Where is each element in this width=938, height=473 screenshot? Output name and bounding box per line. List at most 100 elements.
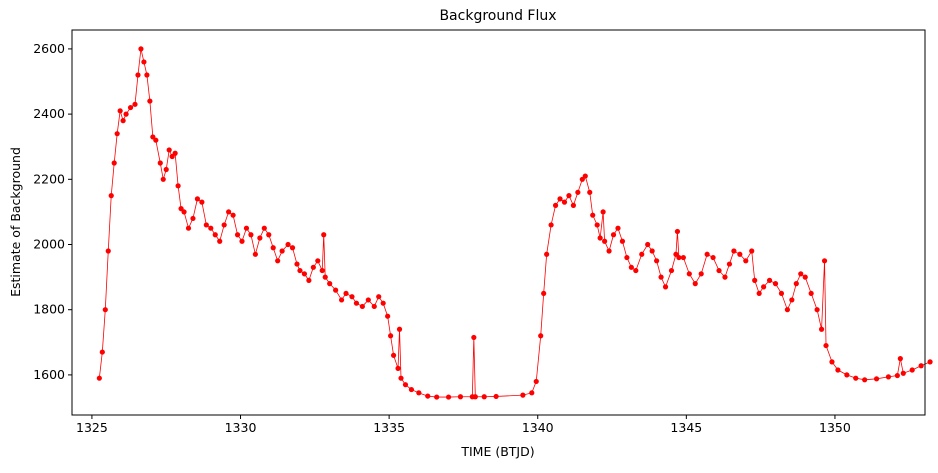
point <box>166 147 172 153</box>
point <box>597 235 603 241</box>
point <box>676 254 682 261</box>
point <box>533 378 539 385</box>
point <box>398 375 404 381</box>
point <box>123 111 129 117</box>
point <box>692 281 698 287</box>
point <box>628 264 634 270</box>
point <box>144 72 150 78</box>
point <box>96 375 102 381</box>
point <box>633 267 639 274</box>
point <box>365 297 371 303</box>
point <box>371 303 377 310</box>
point <box>645 241 651 248</box>
point <box>132 101 138 107</box>
point <box>602 238 608 244</box>
point <box>561 199 568 205</box>
y-tick-label: 2200 <box>33 171 65 186</box>
point <box>353 300 360 306</box>
y-tick-label: 1600 <box>33 367 65 382</box>
point <box>590 212 596 218</box>
point <box>310 264 316 270</box>
point <box>349 294 355 300</box>
point <box>600 209 606 215</box>
point <box>434 394 440 400</box>
point <box>221 222 227 228</box>
point <box>141 59 147 65</box>
x-axis-label: TIME (BTJD) <box>460 444 534 459</box>
point <box>802 274 808 280</box>
point <box>239 238 245 244</box>
point <box>927 359 933 365</box>
point <box>722 274 728 280</box>
point <box>731 248 737 254</box>
point <box>157 160 163 166</box>
point <box>752 277 758 283</box>
point <box>654 258 660 264</box>
point <box>541 290 547 297</box>
point <box>127 104 134 111</box>
point <box>686 271 692 277</box>
point <box>190 215 196 222</box>
point <box>327 281 333 287</box>
x-tick-label: 1325 <box>76 420 108 435</box>
chart-title: Background Flux <box>439 8 556 24</box>
point <box>894 372 900 379</box>
point <box>395 365 401 371</box>
point <box>704 251 710 257</box>
point <box>873 376 880 382</box>
point <box>217 238 223 244</box>
point <box>552 202 559 208</box>
point <box>376 294 382 300</box>
point <box>275 258 281 264</box>
point <box>199 199 205 205</box>
x-tick-label: 1340 <box>522 420 554 435</box>
point <box>163 166 169 173</box>
point <box>234 232 241 238</box>
point <box>570 202 576 208</box>
point <box>408 386 415 393</box>
point <box>680 254 686 261</box>
point <box>818 326 825 332</box>
point <box>445 394 452 400</box>
point <box>243 225 250 231</box>
point <box>844 372 850 378</box>
point <box>306 277 312 283</box>
point <box>853 375 859 381</box>
point <box>649 248 655 254</box>
point <box>808 290 814 297</box>
point <box>798 271 804 277</box>
point <box>918 363 924 369</box>
point <box>135 72 141 78</box>
point <box>359 303 365 310</box>
point <box>493 393 499 400</box>
point <box>230 212 236 218</box>
point <box>343 290 349 297</box>
point <box>538 333 544 339</box>
point <box>301 271 308 277</box>
point <box>823 342 829 349</box>
point <box>99 349 105 355</box>
point <box>388 333 394 339</box>
point <box>321 232 327 238</box>
point <box>160 176 166 182</box>
point <box>566 193 572 199</box>
point <box>117 108 123 114</box>
point <box>390 352 397 358</box>
point <box>175 183 181 189</box>
point <box>294 261 300 267</box>
point <box>322 274 328 280</box>
point <box>716 267 722 274</box>
point <box>668 267 675 274</box>
point <box>726 261 733 267</box>
point <box>544 251 550 257</box>
point <box>619 238 626 244</box>
y-tick-label: 2600 <box>33 41 65 56</box>
point <box>639 251 645 257</box>
point <box>756 290 762 297</box>
point <box>624 254 630 261</box>
point <box>285 241 291 248</box>
point <box>548 222 554 228</box>
point <box>587 189 593 195</box>
x-tick-label: 1345 <box>670 420 702 435</box>
